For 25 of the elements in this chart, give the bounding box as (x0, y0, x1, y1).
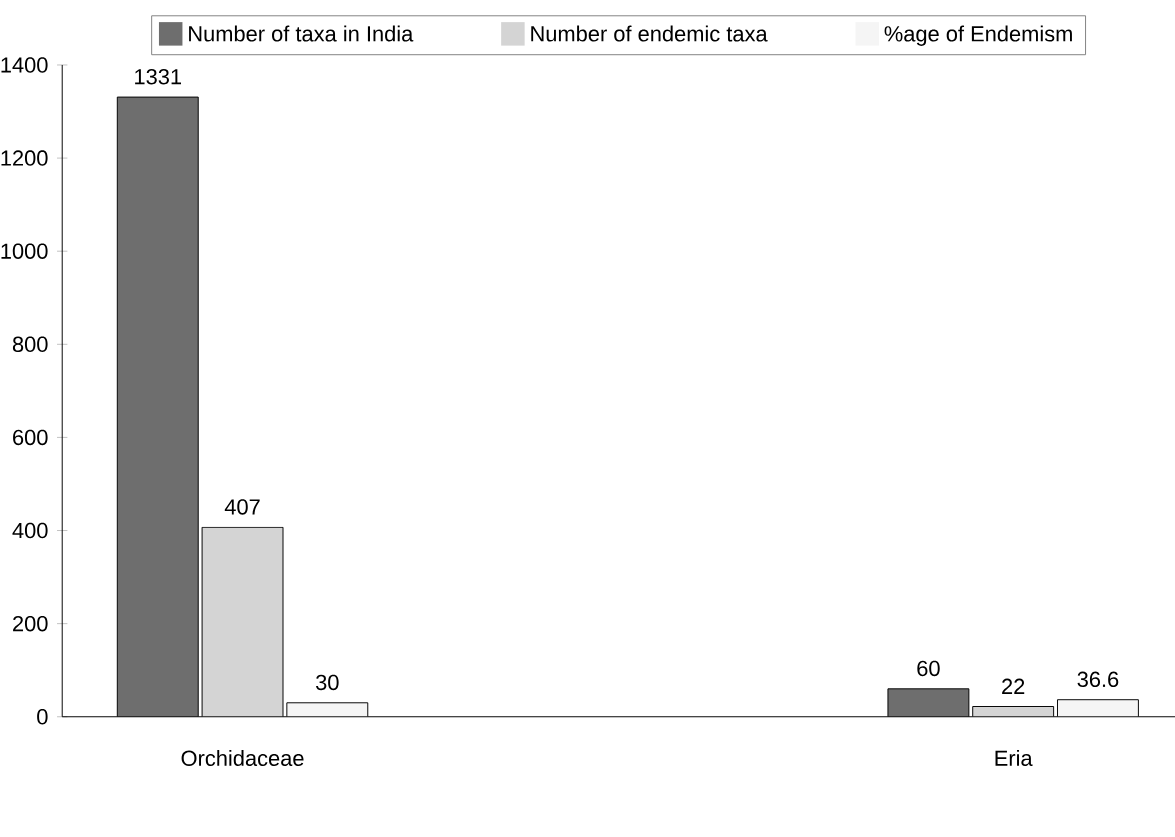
data-label: 1331 (135, 68, 182, 85)
legend-label: %age of Endemism (884, 25, 1072, 46)
legend-label: Number of taxa in India (189, 25, 414, 42)
y-tick-label: 1000 (1, 243, 48, 259)
data-label: 407 (224, 499, 260, 515)
bar (286, 702, 368, 717)
x-tick-label: Eria (995, 749, 1033, 767)
y-tick-label: 200 (13, 615, 48, 632)
legend-label: Number of endemic taxa (531, 25, 768, 42)
bar (972, 706, 1055, 717)
y-tick-label: 400 (12, 522, 48, 539)
data-label: 60 (917, 660, 940, 677)
y-tick-label: 600 (13, 429, 48, 446)
y-tick-label: 1400 (1, 57, 48, 73)
y-tick-label: 0 (37, 709, 48, 725)
y-tick-label: 1200 (1, 150, 48, 166)
bar (117, 97, 199, 717)
bar (887, 688, 970, 717)
data-label: 30 (315, 674, 339, 691)
x-tick-label: Orchidaceae (181, 749, 304, 767)
bar (201, 526, 284, 717)
data-label: 36.6 (1077, 671, 1119, 688)
y-tick-label: 800 (12, 336, 48, 353)
bar (1057, 699, 1139, 717)
data-label: 22 (1002, 678, 1025, 694)
